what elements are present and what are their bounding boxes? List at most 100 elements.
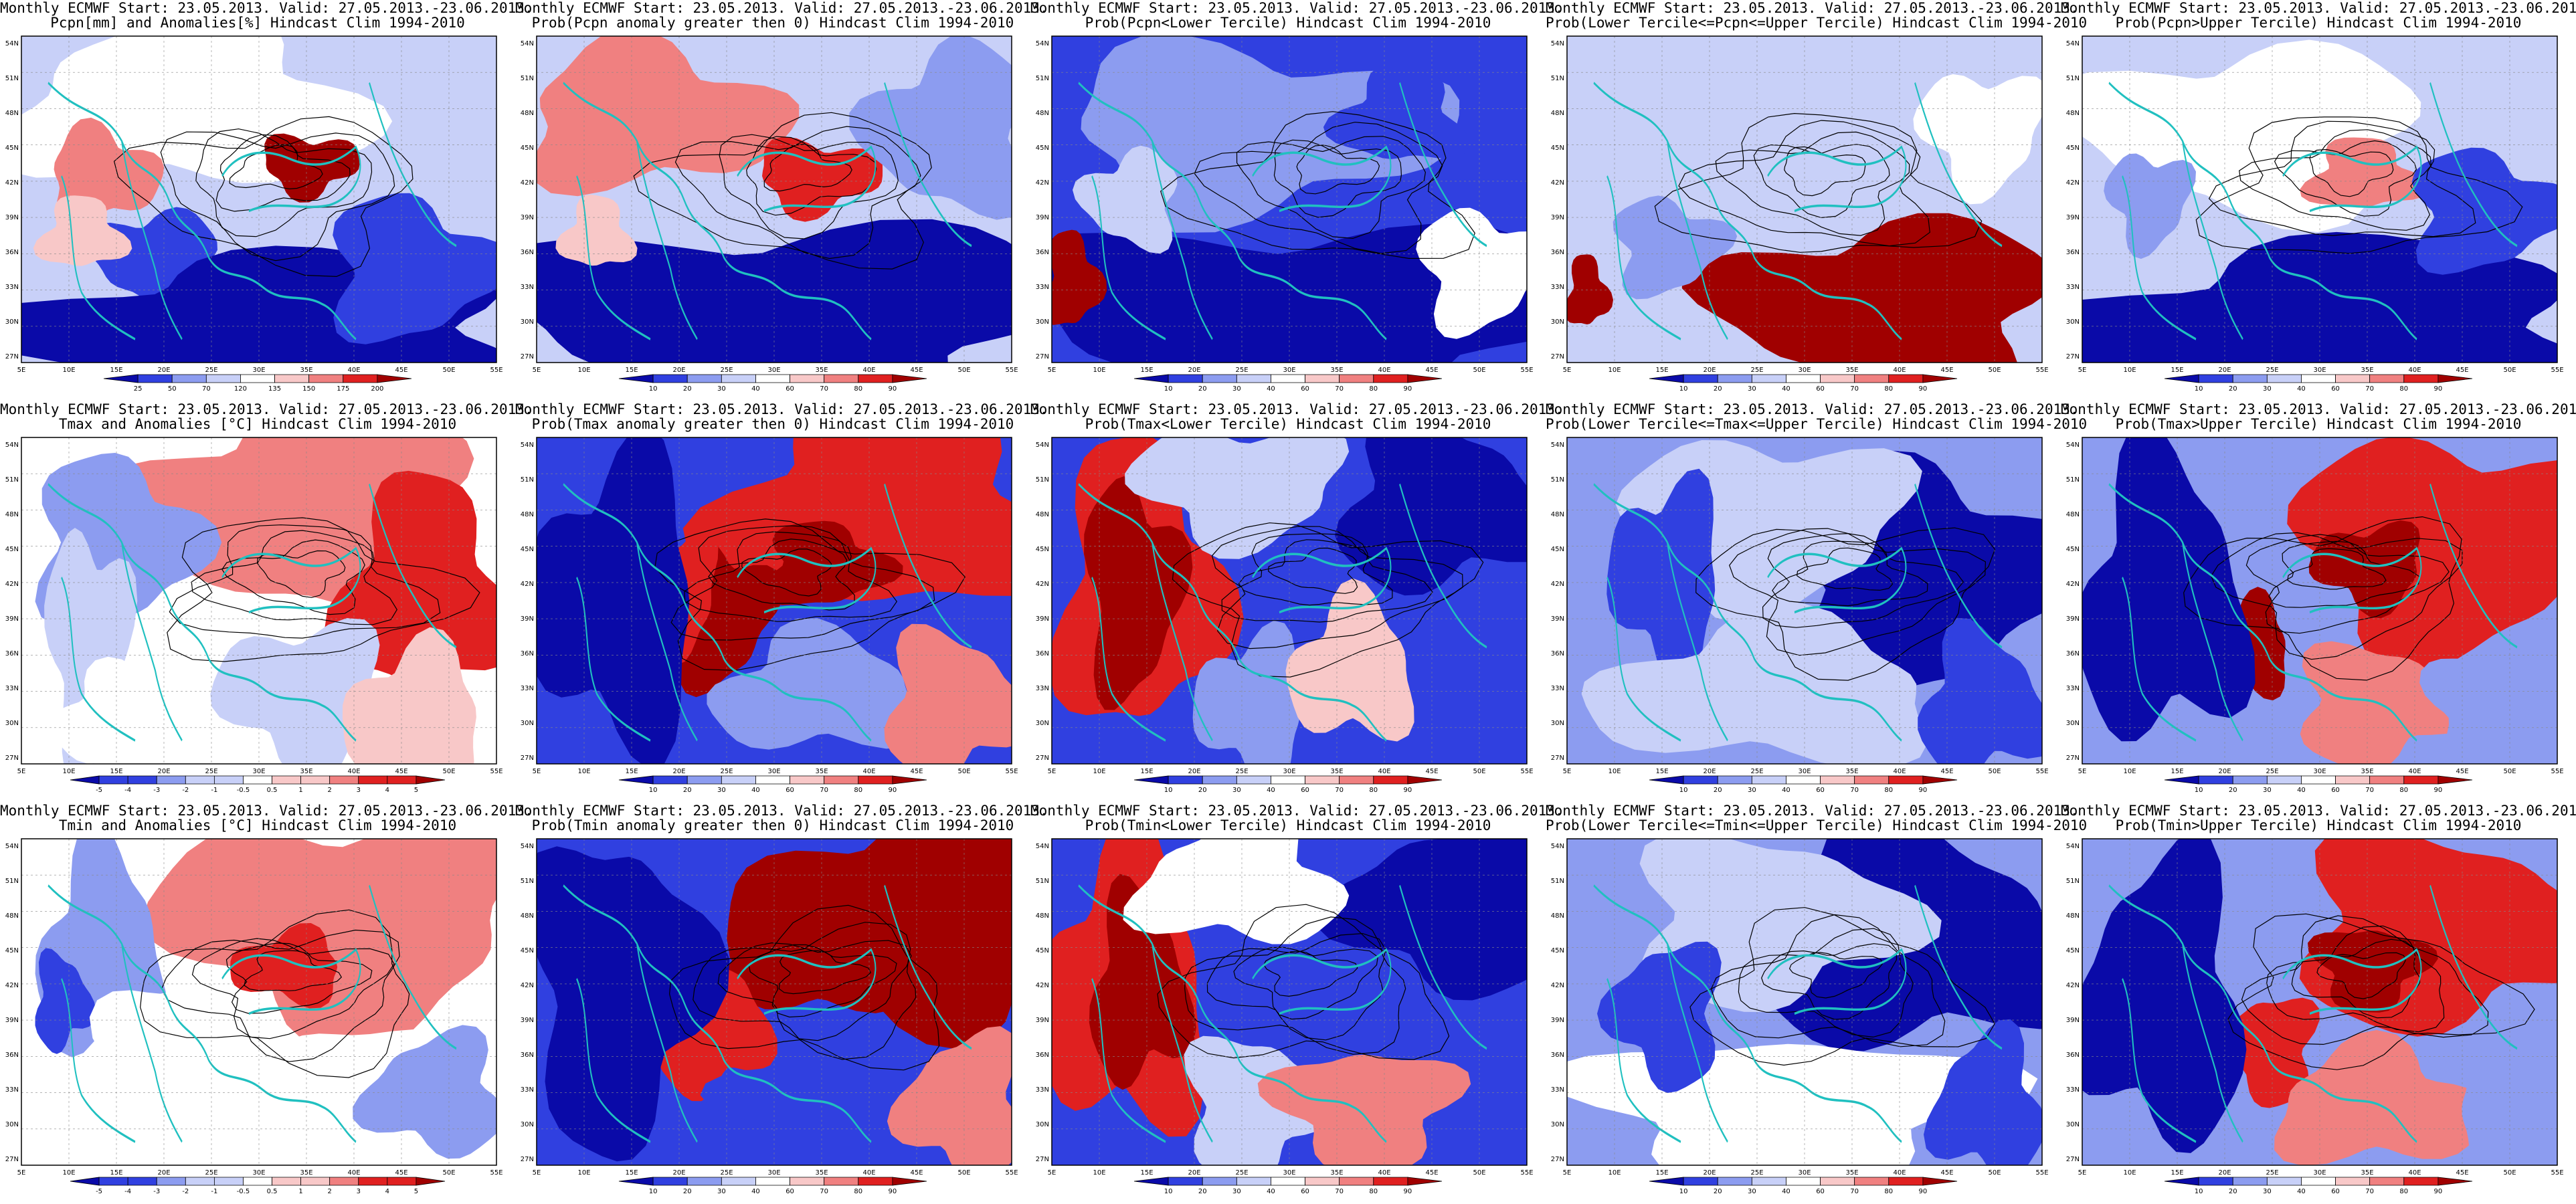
colorbar-tick-label: 20 [1714,385,1722,393]
longitude-label: 5E [17,367,26,374]
colorbar-tick-label: 135 [268,385,281,393]
map-plot: 54N 51N 48N 45N 42N 39N 36N 33N 30N 27N 5E 10E 15E 20… [1551,35,2049,393]
longitude-label: 45E [1425,367,1438,374]
climatology-contour [1184,916,1406,1055]
climatology-contour [160,131,395,262]
longitude-label: 35E [1330,768,1343,775]
latitude-label: 27N [1551,1156,1564,1163]
colorbar-swatch [790,775,825,785]
longitude-label: 45E [395,367,407,374]
longitude-label: 55E [2035,367,2048,374]
coastline [48,82,457,340]
panel-title-line1: Monthly ECMWF Start: 23.05.2013. Valid: … [1546,803,2079,819]
colorbar-swatch [358,1177,388,1186]
longitude-label: 25E [720,1169,733,1177]
colorbar-tick-label: -4 [124,1188,131,1195]
latitude-label: 39N [1551,214,1564,221]
colorbar-swatch [2266,1177,2302,1186]
colorbar-tick-label: 30 [1748,1188,1756,1195]
latitude-label: 30N [1551,720,1564,727]
map-frame [1566,437,2043,765]
colorbar-swatch [2266,775,2302,785]
longitude-label: 35E [1845,367,1858,374]
colorbar-tick-label: 10 [1164,1188,1173,1195]
colorbar-tick-label: 20 [1198,385,1207,393]
climatology-contour [748,944,897,1018]
latitude-label: 54N [521,843,534,850]
latitude-label: 27N [5,353,19,361]
colorbar-tick-label: 70 [1335,787,1344,794]
panel-title-line2: Pcpn[mm] and Anomalies[%] Hindcast Clim … [50,15,465,31]
colorbar-swatch [300,1177,331,1186]
climatology-contour [2245,534,2450,634]
colorbar-tick-label: 70 [1850,385,1859,393]
colorbar-tick-label: 3 [357,1188,361,1195]
latitude-label: 42N [1551,982,1564,989]
latitude-label: 33N [521,284,534,291]
colorbar-swatch [127,1177,157,1186]
colorbar-swatch [300,775,331,785]
latitude-label: 45N [1551,144,1564,152]
colorbar-swatch [652,775,688,785]
latitude-label: 39N [521,1017,534,1024]
longitude-label: 45E [395,1169,407,1177]
map-frame [2082,838,2558,1166]
latitude-label: 42N [1551,179,1564,187]
latitude-label: 45N [1551,947,1564,955]
colorbar-swatch [2301,1177,2336,1186]
colorbar-swatch [2232,374,2268,383]
colorbar-tick-label: -5 [96,787,102,794]
longitude-label: 55E [490,1169,502,1177]
colorbar-swatch [243,775,272,785]
colorbar-tick-label: 60 [2331,787,2340,794]
climatology-contour [244,950,343,991]
colorbar-swatch [2335,374,2371,383]
colorbar-swatch [2335,1177,2371,1186]
anomaly-field-region [2104,153,2196,259]
latitude-label: 33N [2066,1086,2080,1094]
longitude-label: 25E [205,367,217,374]
climatology-contour [1689,907,1995,1066]
panel-title-line1: Monthly ECMWF Start: 23.05.2013. Valid: … [1546,0,2079,16]
anomaly-field-region [1192,620,1301,764]
anomaly-field-region [48,656,199,764]
climatology-contour [2211,532,2463,660]
colorbar-swatch [70,1177,100,1186]
colorbar-swatch [721,775,756,785]
latitude-label: 54N [521,40,534,47]
colorbar-swatch [272,775,302,785]
colorbar-tick-label: 90 [2434,385,2443,393]
colorbar-swatch [1339,374,1374,383]
colorbar-tick-label: 70 [2365,787,2374,794]
colorbar-tick-label: 40 [2297,1188,2306,1195]
anomaly-field-region [1125,437,1350,559]
longitude-label: 40E [347,768,360,775]
latitude-label: 36N [1551,650,1564,658]
climatology-contour [1729,528,1987,656]
longitude-label: 20E [1703,1169,1716,1177]
colorbar-tick-label: 10 [649,1188,658,1195]
coastline [1078,483,1487,742]
colorbar-tick-label: 30 [1232,787,1241,794]
colorbar-tick-label: 30 [1232,1188,1241,1195]
map-plot: 54N 51N 48N 45N 42N 39N 36N 33N 30N 27N 5E 10E 15E 20… [5,35,503,393]
latitude-label: 51N [1551,878,1564,885]
panel-title-line2: Prob(Tmax>Upper Tercile) Hindcast Clim 1… [2115,416,2522,432]
colorbar-tick-label: 120 [234,385,247,393]
longitude-label: 15E [625,367,638,374]
colorbar-tick-label: 10 [1164,787,1173,794]
map-plot: 54N 51N 48N 45N 42N 39N 36N 33N 30N 27N 5E 10E 15E 20… [521,35,1018,393]
latitude-label: 48N [521,110,534,117]
colorbar-swatch [1786,775,1821,785]
latitude-label: 42N [2066,581,2080,588]
latitude-label: 51N [521,878,534,885]
colorbar-tick-label: 30 [2263,1188,2272,1195]
colorbar-swatch [1649,1177,1684,1186]
latitude-label: 36N [2066,1051,2080,1059]
longitude-label: 30E [1798,768,1811,775]
longitude-label: 5E [1563,1169,1572,1177]
map-panel: Monthly ECMWF Start: 23.05.2013. Valid: … [2061,401,2576,803]
map-plot: 54N 51N 48N 45N 42N 39N 36N 33N 30N 27N 5E 10E 15E 20… [2066,838,2564,1195]
colorbar-swatch [329,1177,359,1186]
latitude-label: 30N [5,720,19,727]
